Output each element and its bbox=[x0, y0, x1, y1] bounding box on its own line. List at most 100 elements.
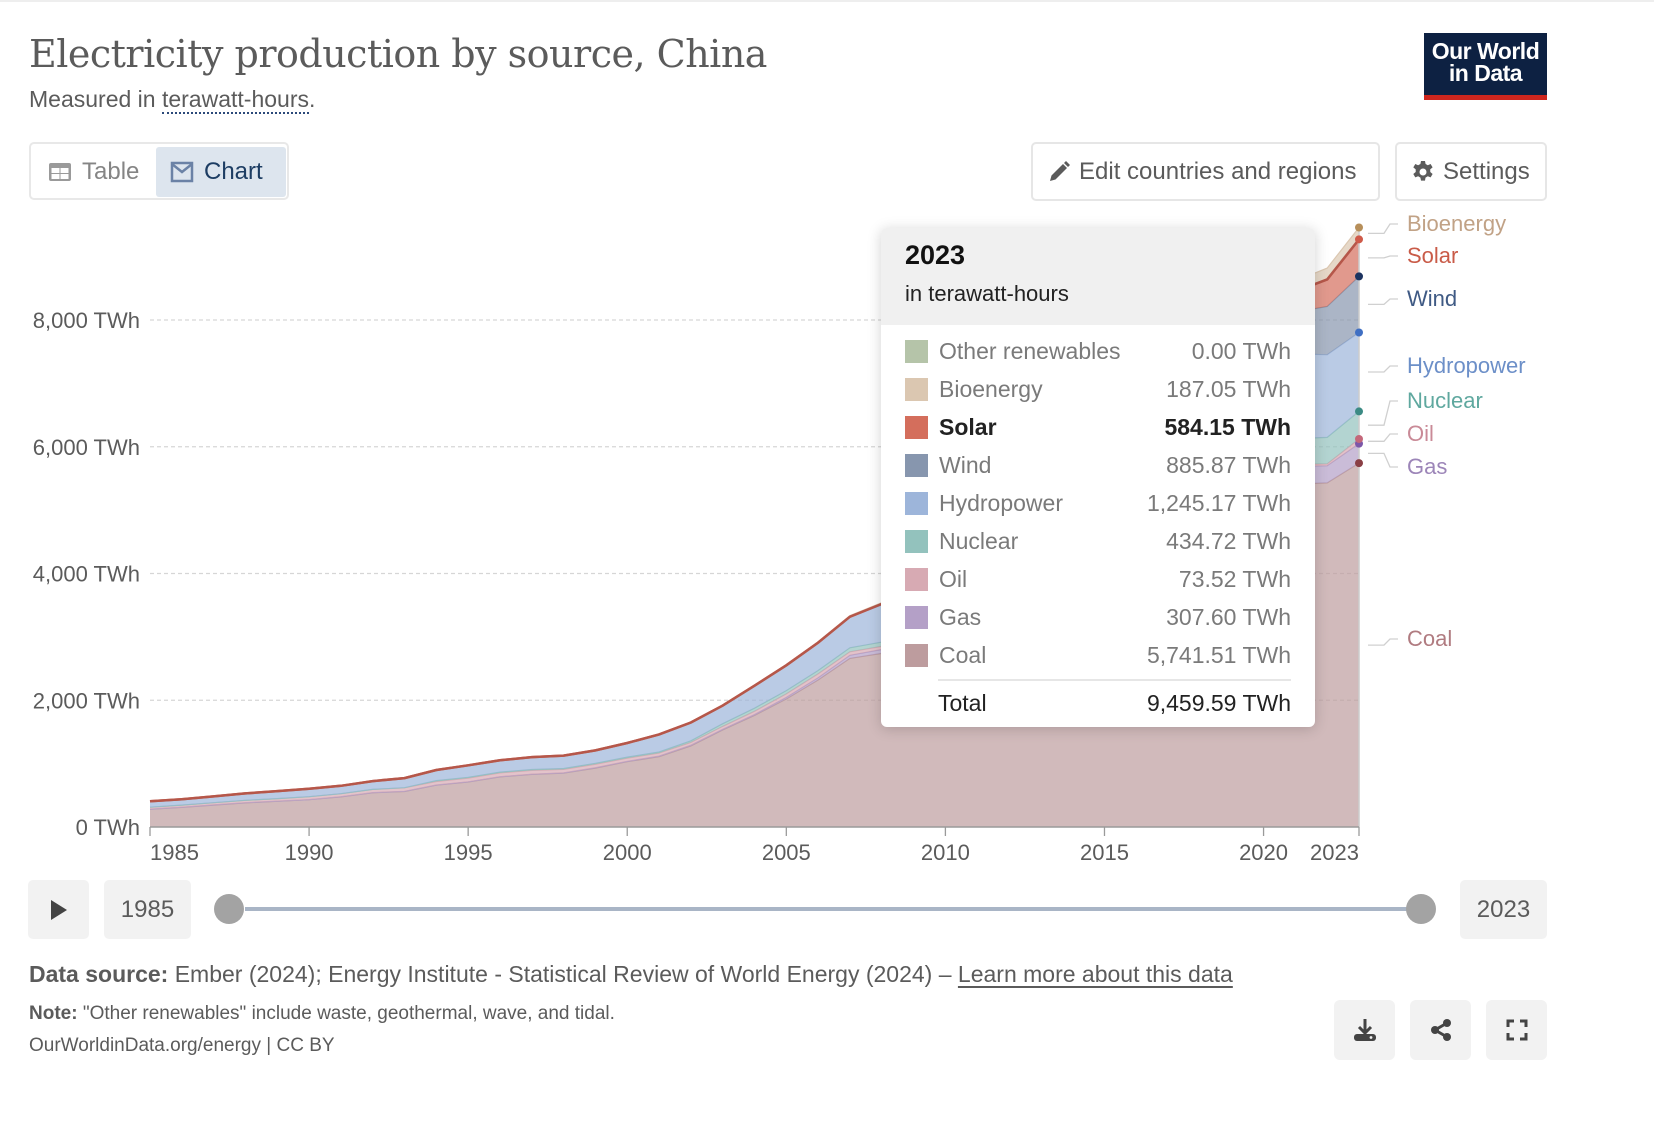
label-connector bbox=[1368, 638, 1398, 646]
x-tick-label: 2020 bbox=[1239, 840, 1288, 865]
series-label-hydropower[interactable]: Hydropower bbox=[1407, 353, 1526, 378]
y-axis: 0 TWh 2,000 TWh 4,000 TWh 6,000 TWh 8,000 TW… bbox=[33, 308, 140, 840]
timeline-start-year[interactable]: 1985 bbox=[104, 880, 191, 939]
tooltip-row-value: 434.72 TWh bbox=[1166, 527, 1291, 554]
tooltip-row-value: 187.05 TWh bbox=[1166, 375, 1291, 402]
x-tick-label: 2015 bbox=[1080, 840, 1129, 865]
series-label-wind[interactable]: Wind bbox=[1407, 286, 1457, 311]
tooltip-row-value: 5,741.51 TWh bbox=[1146, 641, 1291, 668]
note-text: "Other renewables" include waste, geothe… bbox=[77, 1003, 615, 1024]
tab-table[interactable]: Table bbox=[34, 147, 154, 197]
legend-swatch bbox=[905, 643, 928, 667]
chart-note: Note: "Other renewables" include waste, … bbox=[29, 1003, 615, 1025]
logo-line-1: Our World bbox=[1431, 38, 1540, 64]
tooltip-row: Wind 885.87 TWh bbox=[905, 446, 1291, 484]
tooltip-year: 2023 bbox=[905, 240, 966, 270]
series-labels: Coal Gas Oil Nuclear Hydropower Wind Solar Bioe… bbox=[1355, 211, 1526, 651]
y-tick-label: 2,000 TWh bbox=[33, 688, 140, 713]
timeline-start-handle[interactable] bbox=[214, 894, 244, 924]
timeline-end-handle[interactable] bbox=[1406, 894, 1436, 924]
label-connector bbox=[1368, 298, 1398, 306]
legend-swatch bbox=[905, 567, 928, 591]
timeline-end-year[interactable]: 2023 bbox=[1460, 880, 1547, 939]
point-wind bbox=[1355, 272, 1363, 281]
tooltip-row: Gas 307.60 TWh bbox=[905, 598, 1291, 636]
series-label-nuclear[interactable]: Nuclear bbox=[1407, 388, 1483, 413]
tab-chart[interactable]: Chart bbox=[156, 147, 286, 197]
tooltip-row-value: 1,245.17 TWh bbox=[1146, 489, 1291, 516]
share-button[interactable] bbox=[1410, 1000, 1471, 1060]
series-label-solar[interactable]: Solar bbox=[1407, 243, 1458, 268]
tooltip-row-value: 73.52 TWh bbox=[1178, 565, 1291, 592]
y-tick-label: 4,000 TWh bbox=[33, 562, 140, 587]
note-label: Note: bbox=[29, 1003, 78, 1024]
series-label-coal[interactable]: Coal bbox=[1407, 626, 1452, 651]
settings-button[interactable]: Settings bbox=[1395, 142, 1547, 201]
tooltip-row-value: 307.60 TWh bbox=[1166, 603, 1291, 630]
tooltip-row-name: Oil bbox=[939, 565, 968, 592]
source-label: Data source: bbox=[29, 961, 169, 987]
play-icon bbox=[50, 899, 67, 920]
label-connector bbox=[1368, 433, 1398, 442]
area-coal[interactable] bbox=[150, 463, 1359, 827]
x-tick-label: 1990 bbox=[285, 840, 334, 865]
chart-icon bbox=[170, 161, 194, 183]
tooltip-row-name: Gas bbox=[939, 603, 982, 630]
fullscreen-button[interactable] bbox=[1486, 1000, 1547, 1060]
tooltip-row-name: Other renewables bbox=[939, 337, 1121, 364]
x-tick-label: 1995 bbox=[444, 840, 493, 865]
tooltip-row: Solar 584.15 TWh bbox=[905, 408, 1291, 446]
y-tick-label: 0 TWh bbox=[76, 815, 140, 840]
tooltip-header: 2023 in terawatt-hours bbox=[881, 228, 1315, 325]
view-tabs: Table Chart bbox=[29, 142, 289, 200]
series-label-bioenergy[interactable]: Bioenergy bbox=[1407, 211, 1506, 236]
owid-logo[interactable]: Our World in Data bbox=[1424, 33, 1547, 100]
tooltip-row-value: 0.00 TWh bbox=[1191, 337, 1291, 364]
tab-chart-label: Chart bbox=[204, 158, 263, 185]
label-connector bbox=[1368, 255, 1398, 259]
tooltip-row: Bioenergy 187.05 TWh bbox=[905, 370, 1291, 408]
point-solar bbox=[1355, 235, 1363, 244]
point-hydropower bbox=[1355, 328, 1363, 337]
fullscreen-icon bbox=[1506, 1019, 1527, 1041]
unit-definition-link[interactable]: terawatt-hours bbox=[161, 86, 309, 114]
tooltip-row: Oil 73.52 TWh bbox=[905, 560, 1291, 598]
play-button[interactable] bbox=[28, 880, 89, 939]
tooltip-row-value: 885.87 TWh bbox=[1166, 451, 1291, 478]
x-axis: 1985 1990 1995 2000 2005 2010 2015 2020 2023 bbox=[149, 826, 1360, 865]
edit-countries-label: Edit countries and regions bbox=[1079, 157, 1357, 185]
tooltip-row: Hydropower 1,245.17 TWh bbox=[905, 484, 1291, 522]
tooltip-total-row: Total 9,459.59 TWh bbox=[938, 684, 1291, 722]
label-connector bbox=[1368, 400, 1398, 426]
tooltip-row: Other renewables 0.00 TWh bbox=[905, 332, 1291, 370]
legend-swatch bbox=[905, 415, 928, 439]
download-icon bbox=[1353, 1019, 1376, 1041]
series-label-gas[interactable]: Gas bbox=[1407, 454, 1447, 479]
tooltip-row-name: Coal bbox=[939, 641, 987, 668]
x-tick-label: 2000 bbox=[603, 840, 652, 865]
learn-more-link[interactable]: Learn more about this data bbox=[957, 961, 1233, 987]
label-connector bbox=[1368, 365, 1398, 373]
tooltip-divider bbox=[938, 679, 1291, 681]
tooltip-unit: in terawatt-hours bbox=[905, 281, 1069, 306]
subtitle-prefix: Measured in bbox=[29, 86, 162, 112]
edit-countries-button[interactable]: Edit countries and regions bbox=[1031, 142, 1380, 201]
stacked-area-chart[interactable]: 0 TWh 2,000 TWh 4,000 TWh 6,000 TWh 8,000 TW… bbox=[0, 210, 1654, 870]
download-button[interactable] bbox=[1334, 1000, 1395, 1060]
point-coal bbox=[1355, 459, 1363, 468]
x-tick-label: 2010 bbox=[921, 840, 970, 865]
tooltip-row: Nuclear 434.72 TWh bbox=[905, 522, 1291, 560]
tooltip-row-name: Nuclear bbox=[939, 527, 1019, 554]
settings-label: Settings bbox=[1443, 157, 1530, 185]
timeline-track[interactable] bbox=[245, 907, 1417, 911]
tooltip: 2023 in terawatt-hours Other renewables 0… bbox=[881, 228, 1315, 727]
label-connector bbox=[1368, 223, 1398, 235]
chart-title: Electricity production by source, China bbox=[29, 32, 767, 76]
series-label-oil[interactable]: Oil bbox=[1407, 421, 1434, 446]
gear-icon bbox=[1413, 160, 1433, 181]
subtitle-suffix: . bbox=[308, 86, 316, 112]
logo-line-2: in Data bbox=[1448, 60, 1523, 86]
tooltip-row: Coal 5,741.51 TWh bbox=[905, 636, 1291, 674]
legend-swatch bbox=[905, 605, 928, 629]
site-license[interactable]: OurWorldinData.org/energy | CC BY bbox=[29, 1035, 335, 1056]
